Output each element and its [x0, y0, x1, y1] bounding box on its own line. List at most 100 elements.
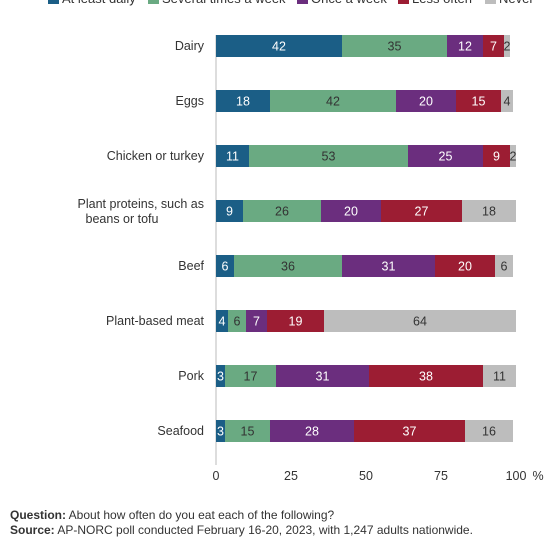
source-label: Source:	[10, 523, 55, 537]
data-label-pork-less-often: 38	[419, 370, 433, 384]
stacked-bar-chart: At least daily Several times a week Once a…	[48, 0, 544, 483]
data-label-dairy-at-least-daily: 42	[272, 40, 286, 54]
bar-dairy-less-often	[483, 35, 504, 57]
bar-chicken-or-turkey-several-times-a-week	[249, 145, 408, 167]
bar-beef-at-least-daily	[216, 255, 234, 277]
x-unit-label: %	[532, 469, 543, 483]
bar-eggs-at-least-daily	[216, 90, 270, 112]
data-label-dairy-never: 2	[504, 40, 511, 54]
data-label-dairy-once-a-week: 12	[458, 40, 472, 54]
x-tick-label-25: 25	[284, 469, 298, 483]
data-label-plant-based-meat-less-often: 19	[289, 315, 303, 329]
x-tick-label-100: 100	[506, 469, 527, 483]
data-label-chicken-or-turkey-at-least-daily: 11	[226, 150, 239, 164]
data-label-eggs-less-often: 15	[472, 95, 486, 109]
data-label-plant-based-meat-never: 64	[413, 315, 427, 329]
bar-plant-based-meat-at-least-daily	[216, 310, 228, 332]
bar-eggs-several-times-a-week	[270, 90, 396, 112]
data-label-eggs-at-least-daily: 18	[236, 95, 250, 109]
data-label-dairy-several-times-a-week: 35	[388, 40, 402, 54]
data-label-pork-several-times-a-week: 17	[244, 370, 258, 384]
bar-beef-never	[495, 255, 513, 277]
data-label-dairy-less-often: 7	[490, 40, 497, 54]
bar-seafood-several-times-a-week	[225, 420, 270, 442]
legend-swatch-at-least-daily	[48, 0, 59, 4]
data-label-eggs-never: 4	[504, 95, 511, 109]
data-label-seafood-less-often: 37	[403, 425, 417, 439]
bar-seafood-never	[465, 420, 513, 442]
data-label-plant-proteins-such-as-beans-or-tofu-once-a-week: 20	[344, 205, 358, 219]
bar-eggs-never	[501, 90, 513, 112]
bar-plant-based-meat-never	[324, 310, 516, 332]
bar-beef-once-a-week	[342, 255, 435, 277]
bar-pork-at-least-daily	[216, 365, 225, 387]
data-label-beef-less-often: 20	[458, 260, 472, 274]
data-label-seafood-several-times-a-week: 15	[241, 425, 255, 439]
bar-chicken-or-turkey-once-a-week	[408, 145, 483, 167]
data-label-beef-at-least-daily: 6	[222, 260, 229, 274]
question-note: Question: About how often do you eat eac…	[10, 508, 334, 522]
bar-seafood-less-often	[354, 420, 465, 442]
category-label-beef: Beef	[178, 259, 204, 273]
bar-plant-proteins-such-as-beans-or-tofu-several-times-a-week	[243, 200, 321, 222]
question-label: Question:	[10, 508, 66, 522]
bar-eggs-less-often	[456, 90, 501, 112]
category-label-seafood: Seafood	[157, 424, 204, 438]
legend-label-once-a-week: Once a week	[311, 0, 387, 6]
bar-pork-several-times-a-week	[225, 365, 276, 387]
data-label-plant-proteins-such-as-beans-or-tofu-never: 18	[482, 205, 496, 219]
source-text: AP-NORC poll conducted February 16-20, 2…	[57, 523, 473, 537]
bar-plant-proteins-such-as-beans-or-tofu-once-a-week	[321, 200, 381, 222]
category-label-pork: Pork	[178, 369, 204, 383]
bar-pork-less-often	[369, 365, 483, 387]
data-label-plant-based-meat-at-least-daily: 4	[219, 315, 226, 329]
data-label-plant-proteins-such-as-beans-or-tofu-less-often: 27	[415, 205, 429, 219]
category-label-chicken-or-turkey: Chicken or turkey	[107, 149, 205, 163]
bar-pork-once-a-week	[276, 365, 369, 387]
legend-label-never: Never	[499, 0, 534, 6]
data-label-beef-once-a-week: 31	[382, 260, 396, 274]
data-label-chicken-or-turkey-several-times-a-week: 53	[322, 150, 336, 164]
data-label-beef-never: 6	[501, 260, 508, 274]
bar-eggs-once-a-week	[396, 90, 456, 112]
question-text: About how often do you eat each of the f…	[68, 508, 335, 522]
bar-chicken-or-turkey-never	[510, 145, 516, 167]
data-label-eggs-once-a-week: 20	[419, 95, 433, 109]
data-label-beef-several-times-a-week: 36	[281, 260, 295, 274]
data-label-plant-based-meat-once-a-week: 7	[253, 315, 260, 329]
data-label-seafood-once-a-week: 28	[305, 425, 319, 439]
data-label-chicken-or-turkey-less-often: 9	[493, 150, 500, 164]
bar-seafood-at-least-daily	[216, 420, 225, 442]
data-label-chicken-or-turkey-never: 2	[510, 150, 517, 164]
bar-dairy-at-least-daily	[216, 35, 342, 57]
bar-plant-proteins-such-as-beans-or-tofu-less-often	[381, 200, 462, 222]
bar-dairy-never	[504, 35, 510, 57]
bar-plant-based-meat-once-a-week	[246, 310, 267, 332]
category-label-plant-proteins-such-as-beans-or-tofu: Plant proteins, such as beans or tofu	[78, 197, 204, 226]
legend-swatch-several-times-a-week	[148, 0, 159, 4]
bar-chicken-or-turkey-less-often	[483, 145, 510, 167]
legend-swatch-once-a-week	[297, 0, 308, 4]
data-label-seafood-at-least-daily: 3	[217, 425, 224, 439]
legend-label-several-times-a-week: Several times a week	[162, 0, 286, 6]
bar-plant-based-meat-less-often	[267, 310, 324, 332]
bar-beef-less-often	[435, 255, 495, 277]
source-note: Source: AP-NORC poll conducted February …	[10, 523, 473, 537]
data-label-pork-at-least-daily: 3	[217, 370, 224, 384]
x-tick-label-75: 75	[434, 469, 448, 483]
category-label-eggs: Eggs	[176, 94, 205, 108]
category-label-plant-based-meat: Plant-based meat	[106, 314, 205, 328]
data-label-plant-proteins-such-as-beans-or-tofu-at-least-daily: 9	[226, 205, 233, 219]
category-label-dairy: Dairy	[175, 39, 205, 53]
legend-swatch-never	[485, 0, 496, 4]
bar-plant-based-meat-several-times-a-week	[228, 310, 246, 332]
legend-label-less-often: Less often	[412, 0, 472, 6]
bar-plant-proteins-such-as-beans-or-tofu-at-least-daily	[216, 200, 243, 222]
bar-seafood-once-a-week	[270, 420, 354, 442]
data-label-plant-based-meat-several-times-a-week: 6	[234, 315, 241, 329]
data-label-seafood-never: 16	[482, 425, 496, 439]
data-label-chicken-or-turkey-once-a-week: 25	[439, 150, 453, 164]
data-label-eggs-several-times-a-week: 42	[326, 95, 340, 109]
data-label-pork-once-a-week: 31	[316, 370, 330, 384]
bar-pork-never	[483, 365, 516, 387]
